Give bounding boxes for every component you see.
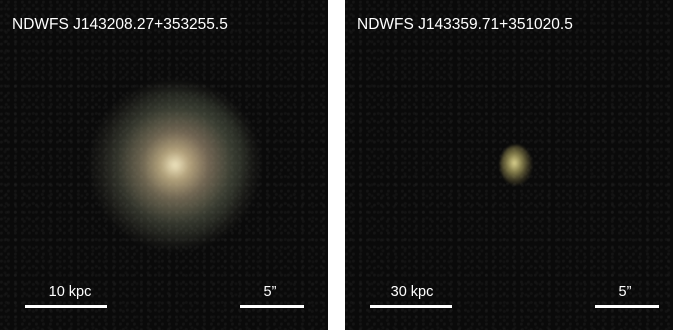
panel-title: NDWFS J143208.27+353255.5 <box>12 16 228 33</box>
scale-label-physical: 30 kpc <box>390 284 434 300</box>
scale-label-angular: 5” <box>263 284 277 300</box>
scale-label-physical: 10 kpc <box>48 284 92 300</box>
scale-label-angular: 5” <box>618 284 632 300</box>
galaxy-image-compact <box>500 145 532 185</box>
scale-bar-physical <box>25 305 107 308</box>
panel-title: NDWFS J143359.71+351020.5 <box>357 16 573 33</box>
scale-bar-angular <box>240 305 304 308</box>
scale-bar-physical <box>370 305 452 308</box>
scale-bar-angular <box>595 305 659 308</box>
galaxy-panel-left: NDWFS J143208.27+353255.5 10 kpc 5” <box>0 0 328 330</box>
